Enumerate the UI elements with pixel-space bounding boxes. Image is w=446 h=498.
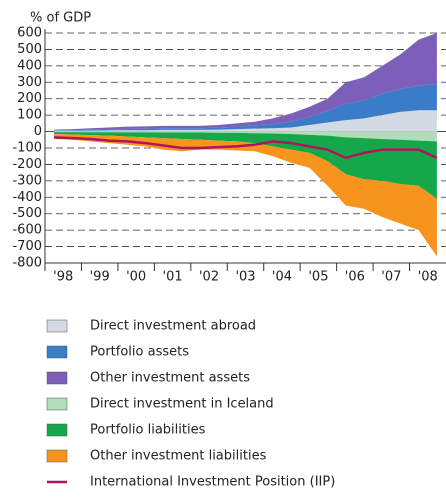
x-tick-label: '06 xyxy=(345,270,365,285)
x-tick-label: '04 xyxy=(272,270,292,285)
y-tick-label: 600 xyxy=(17,26,42,41)
legend-label: Portfolio liabilities xyxy=(90,423,206,438)
legend-swatch xyxy=(46,423,68,437)
legend-label: International Investment Position (IIP) xyxy=(90,475,335,490)
legend-label: Other investment liabilities xyxy=(90,449,267,464)
y-tick-label: -800 xyxy=(12,256,42,271)
legend-swatch xyxy=(46,449,68,463)
y-tick-label: 0 xyxy=(34,124,42,139)
x-tick-label: '07 xyxy=(381,270,401,285)
y-axis-label: % of GDP xyxy=(30,11,91,26)
x-tick-label: '01 xyxy=(163,270,183,285)
area xyxy=(54,33,437,131)
legend-label: Portfolio assets xyxy=(90,345,189,360)
y-tick-label: -400 xyxy=(12,190,42,205)
y-tick-label: -500 xyxy=(12,206,42,221)
y-tick-label: -100 xyxy=(12,141,42,156)
x-tick-label: '00 xyxy=(126,270,146,285)
area xyxy=(54,131,437,142)
area xyxy=(54,134,437,257)
area xyxy=(54,110,437,132)
y-tick-label: 500 xyxy=(17,42,42,57)
y-tick-label: -700 xyxy=(12,239,42,254)
x-tick-label: '03 xyxy=(235,270,255,285)
x-tick-label: '98 xyxy=(53,270,73,285)
y-tick-label: 100 xyxy=(17,108,42,123)
x-tick-label: '08 xyxy=(418,270,438,285)
legend-swatch xyxy=(46,345,68,359)
y-tick-label: 300 xyxy=(17,75,42,90)
y-tick-label: -600 xyxy=(12,223,42,238)
legend-label: Other investment assets xyxy=(90,371,250,386)
y-tick-label: -200 xyxy=(12,157,42,172)
y-tick-label: -300 xyxy=(12,173,42,188)
legend-swatch xyxy=(46,371,68,385)
legend-label: Direct investment in Iceland xyxy=(90,397,274,412)
legend-swatch xyxy=(46,319,68,333)
x-tick-label: '02 xyxy=(199,270,219,285)
legend-swatch xyxy=(46,397,68,411)
area xyxy=(54,83,437,131)
legend-label: Direct investment abroad xyxy=(90,319,256,334)
iip-line xyxy=(54,136,438,160)
y-tick-label: 400 xyxy=(17,58,42,73)
x-tick-label: '05 xyxy=(308,270,328,285)
area xyxy=(54,132,437,199)
y-tick-label: 200 xyxy=(17,91,42,106)
x-tick-label: '99 xyxy=(90,270,110,285)
